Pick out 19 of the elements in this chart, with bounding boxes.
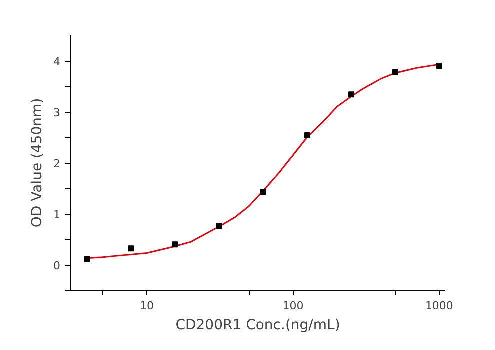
- point: [84, 256, 90, 262]
- x-tick-label: 10: [140, 300, 154, 312]
- y-tick-label: 4: [54, 56, 60, 68]
- y-tick-label: 3: [54, 106, 60, 120]
- y-tick-label: 2: [54, 158, 60, 170]
- point: [348, 92, 354, 98]
- x-tick-label: 1000: [425, 300, 454, 312]
- point: [128, 246, 134, 252]
- point: [304, 132, 310, 138]
- point: [260, 189, 266, 196]
- x-tick-label: 100: [282, 300, 304, 312]
- point: [172, 242, 178, 248]
- point: [216, 223, 222, 230]
- y-axis-title: OD Value (450nm): [30, 98, 46, 228]
- point: [436, 63, 442, 70]
- y-tick-label: 0: [54, 260, 60, 272]
- x-axis-title: CD200R1 Conc.(ng/mL): [176, 318, 340, 334]
- y-tick-label: 1: [54, 208, 60, 222]
- point: [392, 69, 398, 76]
